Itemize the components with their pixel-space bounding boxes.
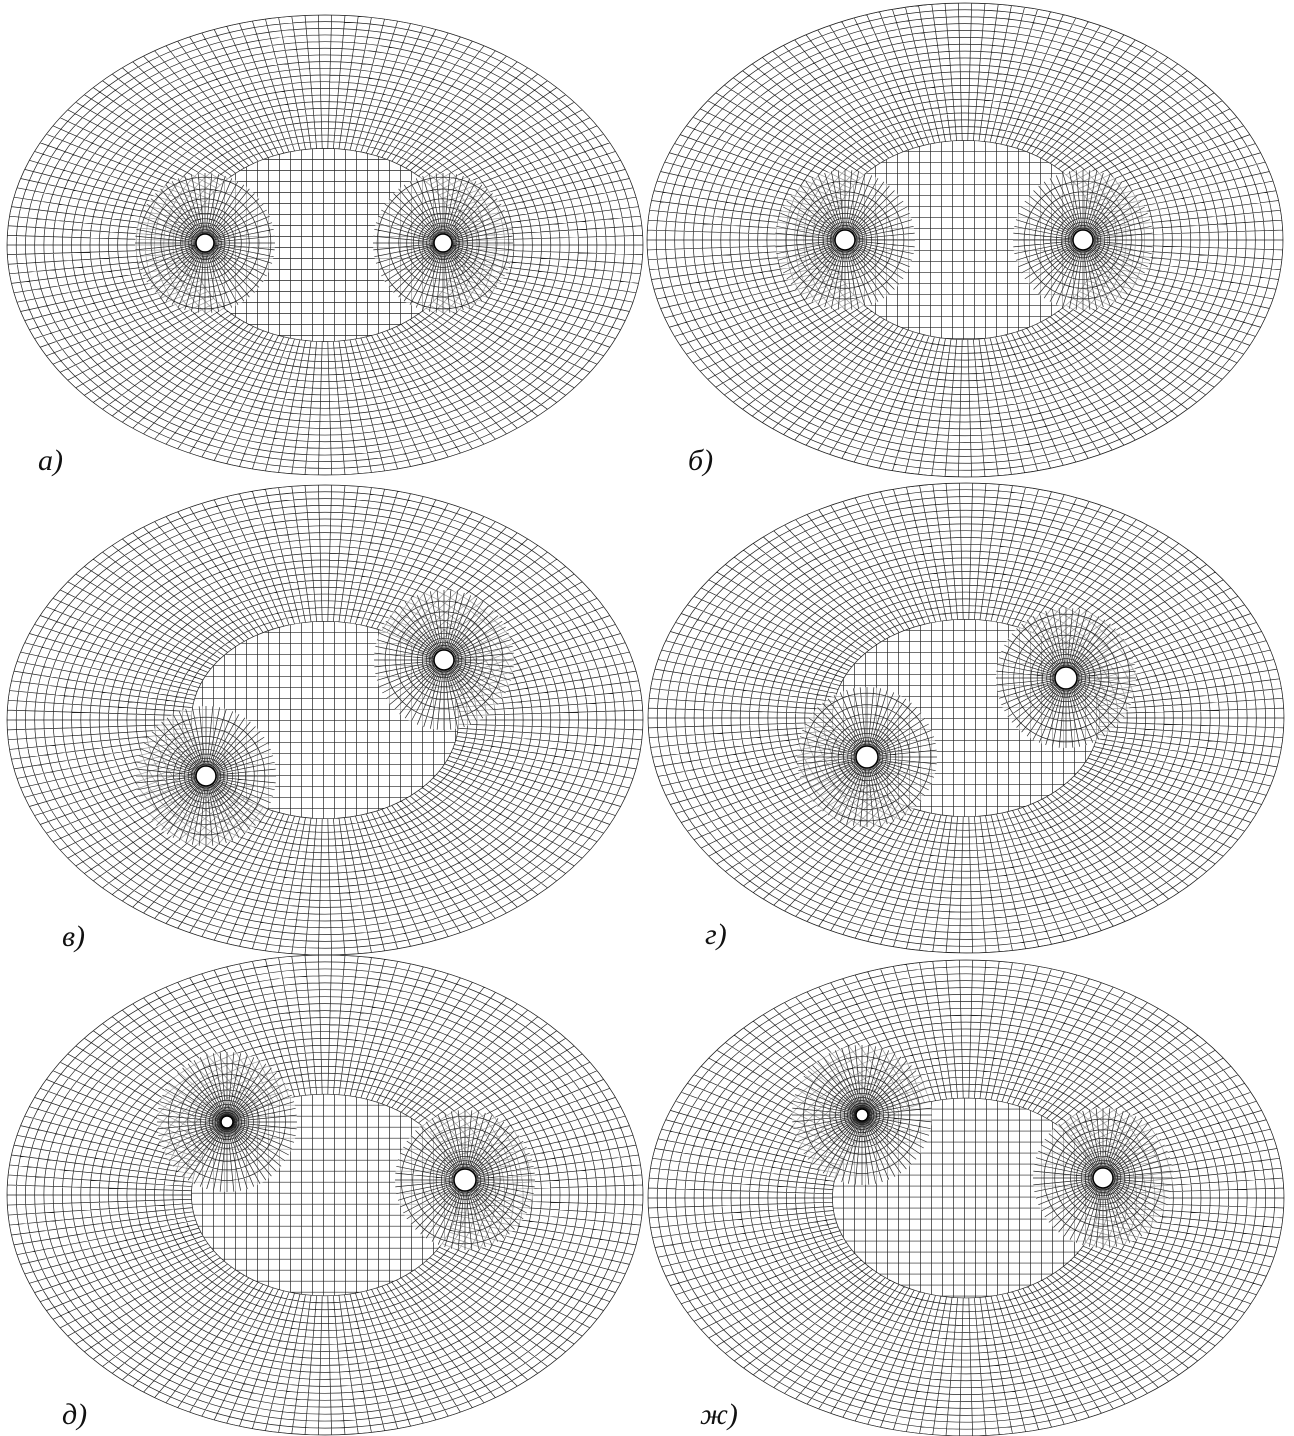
panel-label: а) — [38, 444, 63, 477]
meshes — [7, 3, 1284, 1436]
panel-label: г) — [705, 918, 727, 951]
hole — [454, 1169, 476, 1191]
panel-label: б) — [688, 444, 713, 477]
hole — [434, 234, 452, 252]
mesh-panel — [647, 3, 1283, 477]
hole — [221, 1116, 233, 1128]
hole — [856, 746, 878, 768]
mesh-outer — [7, 15, 643, 475]
panel-label: в) — [62, 920, 85, 953]
hole — [1073, 230, 1093, 250]
mesh-panel — [648, 960, 1284, 1436]
hole — [196, 766, 216, 786]
mesh-panel — [648, 483, 1284, 953]
hole — [196, 234, 214, 252]
mesh-panel — [7, 15, 643, 475]
panel-label: ж) — [700, 1398, 738, 1431]
hole — [835, 230, 855, 250]
mesh-panel — [7, 955, 643, 1435]
hole — [1055, 667, 1077, 689]
mesh-outer — [647, 3, 1283, 477]
figure: а) б) в) г) д) ж) — [0, 0, 1294, 1436]
mesh-panel — [7, 485, 643, 955]
panel-label: д) — [62, 1398, 87, 1431]
hole — [856, 1109, 868, 1121]
mesh-outer — [648, 960, 1284, 1436]
hole — [434, 650, 454, 670]
hole — [1093, 1168, 1113, 1188]
mesh-outer — [7, 955, 643, 1435]
